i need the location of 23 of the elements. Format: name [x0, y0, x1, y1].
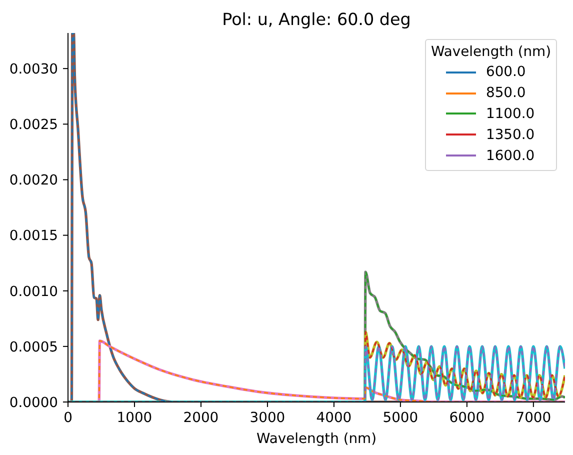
y-tick-label: 0.0030	[9, 62, 58, 78]
y-tick-label: 0.0020	[9, 172, 58, 189]
chart-title: Pol: u, Angle: 60.0 deg	[221, 9, 412, 29]
legend-label: 600.0	[486, 64, 526, 80]
x-tick-label: 7000	[516, 410, 552, 426]
x-tick-label: 2000	[183, 410, 219, 426]
x-tick-label: 5000	[382, 410, 418, 426]
y-tick-label: 0.0005	[9, 339, 58, 356]
x-axis-title: Wavelength (nm)	[256, 431, 376, 447]
y-tick-label: 0.0000	[9, 394, 58, 411]
y-tick-label: 0.0015	[9, 228, 58, 244]
legend-label: 1600.0	[486, 148, 535, 164]
legend-title: Wavelength (nm)	[431, 43, 551, 62]
x-tick-label: 3000	[250, 410, 286, 426]
y-tick-label: 0.0010	[9, 284, 58, 300]
x-tick-label: 0	[64, 410, 72, 426]
x-tick-label: 6000	[449, 410, 485, 426]
x-tick-label: 1000	[116, 410, 152, 426]
legend-label: 850.0	[486, 85, 526, 102]
legend-label: 1100.0	[486, 106, 535, 122]
x-tick-label: 4000	[316, 410, 352, 426]
y-tick-label: 0.0025	[9, 117, 58, 134]
legend-label: 1350.0	[486, 126, 535, 143]
